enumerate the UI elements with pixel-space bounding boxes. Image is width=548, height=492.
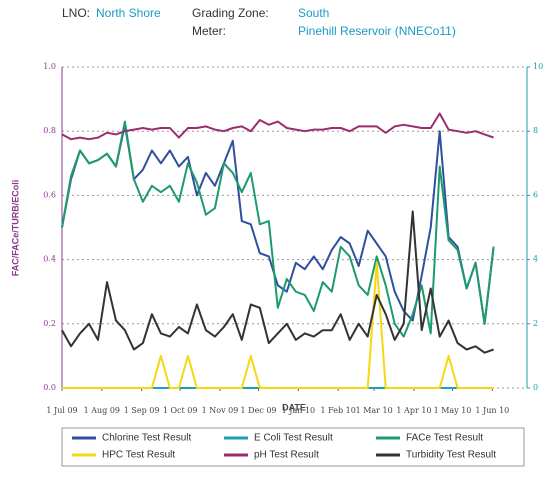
x-tick-label: 1 Oct 09 bbox=[163, 406, 198, 415]
x-tick-label: 1 Mar 10 bbox=[356, 406, 393, 415]
series-line bbox=[61, 112, 494, 141]
header-label: LNO: bbox=[62, 6, 90, 20]
header-value: Pinehill Reservoir (NNECo11) bbox=[298, 24, 456, 38]
y2-tick-label: 8 bbox=[533, 126, 538, 135]
y2-tick-label: 2 bbox=[533, 319, 538, 328]
legend-label: pH Test Result bbox=[254, 450, 319, 461]
x-tick-label: 1 May 10 bbox=[434, 406, 472, 415]
series-line bbox=[62, 261, 494, 389]
y-tick-label: 0.0 bbox=[43, 383, 56, 392]
x-tick-label: 1 Dec 09 bbox=[241, 406, 277, 415]
y2-tick-label: 0 bbox=[533, 383, 538, 392]
x-axis-title: DATE bbox=[282, 402, 306, 412]
x-tick-label: 1 Sep 09 bbox=[124, 406, 160, 415]
y-tick-label: 0.6 bbox=[43, 190, 56, 199]
y2-tick-label: 6 bbox=[533, 190, 538, 199]
series-line bbox=[61, 210, 494, 354]
legend-label: Turbidity Test Result bbox=[406, 450, 496, 461]
legend-label: HPC Test Result bbox=[102, 450, 175, 461]
header-value: South bbox=[298, 6, 329, 20]
legend-label: FACe Test Result bbox=[406, 433, 483, 444]
y-tick-label: 1.0 bbox=[43, 62, 56, 71]
y2-tick-label: 10 bbox=[533, 62, 543, 71]
y-tick-label: 0.2 bbox=[43, 319, 56, 328]
series-line bbox=[61, 120, 495, 338]
legend-box bbox=[61, 427, 525, 467]
legend-label: E Coli Test Result bbox=[254, 433, 333, 444]
x-tick-label: 1 Aug 09 bbox=[84, 406, 120, 415]
y-tick-label: 0.8 bbox=[43, 126, 56, 135]
header-value: North Shore bbox=[96, 6, 161, 20]
x-tick-label: 1 Nov 09 bbox=[202, 406, 239, 415]
x-tick-label: 1 Jan 10 bbox=[282, 406, 315, 415]
header-label: Meter: bbox=[192, 24, 226, 38]
x-tick-label: 1 Jul 09 bbox=[46, 406, 77, 415]
x-tick-label: 1 Feb 10 bbox=[321, 406, 356, 415]
legend-label: Chlorine Test Result bbox=[102, 433, 192, 444]
header-label: Grading Zone: bbox=[192, 6, 269, 20]
y-axis-title: FAC/FACe/TURB/EColi bbox=[10, 180, 20, 277]
y2-tick-label: 4 bbox=[533, 255, 538, 264]
x-tick-label: 1 Jun 10 bbox=[475, 406, 509, 415]
x-tick-label: 1 Apr 10 bbox=[396, 406, 431, 415]
y-tick-label: 0.4 bbox=[43, 255, 56, 264]
